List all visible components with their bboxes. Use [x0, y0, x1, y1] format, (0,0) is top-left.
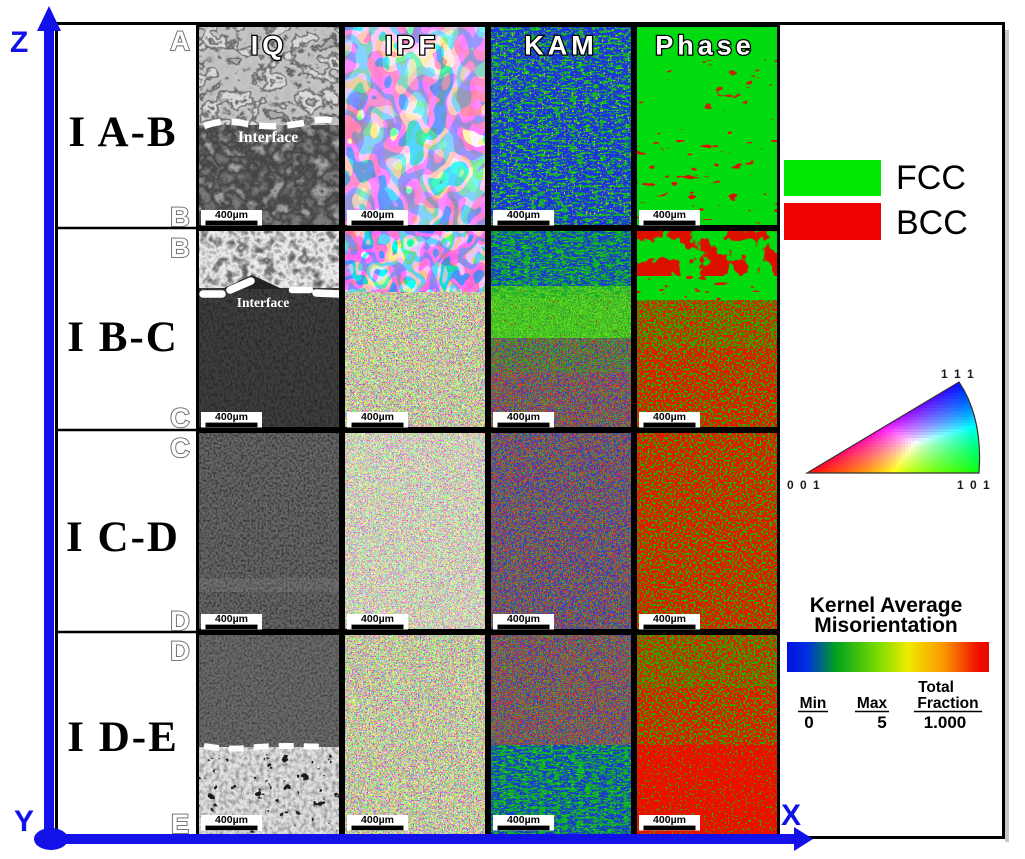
svg-text:IQ: IQ	[251, 31, 288, 61]
svg-text:D: D	[170, 606, 190, 636]
svg-text:I A-B: I A-B	[68, 109, 177, 156]
svg-text:C: C	[170, 403, 190, 433]
svg-text:Kernel Average: Kernel Average	[810, 594, 963, 617]
svg-text:I C-D: I C-D	[66, 514, 180, 561]
svg-text:A: A	[170, 26, 190, 56]
svg-text:Y: Y	[14, 805, 34, 838]
svg-text:Z: Z	[10, 26, 28, 59]
svg-text:Misorientation: Misorientation	[814, 614, 958, 637]
svg-text:BCC: BCC	[896, 204, 968, 242]
svg-text:Interface: Interface	[237, 295, 289, 310]
svg-text:Phase: Phase	[655, 31, 755, 61]
svg-text:FCC: FCC	[896, 159, 966, 197]
svg-text:I D-E: I D-E	[67, 714, 179, 761]
svg-text:I B-C: I B-C	[67, 314, 179, 361]
svg-text:Interface: Interface	[238, 129, 298, 146]
svg-text:E: E	[171, 809, 189, 839]
svg-text:C: C	[170, 433, 190, 463]
svg-text:B: B	[170, 202, 190, 232]
svg-text:1 0 1: 1 0 1	[957, 478, 991, 492]
svg-text:0: 0	[804, 713, 813, 732]
svg-text:D: D	[170, 636, 190, 666]
svg-text:0 0 1: 0 0 1	[787, 478, 821, 492]
svg-text:1 1 1: 1 1 1	[941, 367, 975, 381]
svg-text:Total: Total	[918, 679, 954, 696]
svg-text:IPF: IPF	[385, 31, 439, 61]
svg-text:Fraction: Fraction	[917, 695, 978, 712]
svg-text:B: B	[170, 233, 190, 263]
svg-text:1.000: 1.000	[924, 713, 967, 732]
svg-text:X: X	[781, 799, 801, 832]
svg-text:KAM: KAM	[524, 31, 598, 61]
svg-text:Max: Max	[857, 695, 888, 712]
svg-text:Min: Min	[800, 695, 827, 712]
svg-text:5: 5	[877, 713, 886, 732]
